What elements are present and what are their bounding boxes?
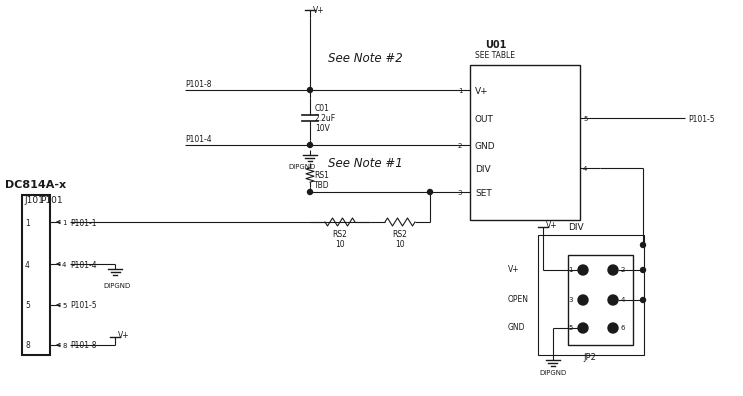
Circle shape	[308, 143, 313, 147]
Text: 5: 5	[568, 325, 573, 331]
Circle shape	[308, 88, 313, 93]
Text: GND: GND	[508, 324, 525, 333]
Text: P101-5: P101-5	[688, 114, 715, 124]
Text: 2.2uF: 2.2uF	[315, 114, 336, 122]
Text: RS2: RS2	[392, 230, 407, 238]
Text: 1: 1	[568, 267, 573, 273]
Text: 10V: 10V	[315, 124, 330, 133]
Text: P101-8: P101-8	[185, 80, 212, 88]
Text: 5: 5	[62, 303, 66, 309]
Text: 4: 4	[583, 166, 588, 172]
Text: 4: 4	[62, 262, 66, 268]
Text: 10: 10	[395, 240, 405, 249]
Text: 3: 3	[568, 297, 573, 303]
Circle shape	[640, 268, 646, 272]
Text: OUT: OUT	[475, 114, 494, 124]
Text: C01: C01	[315, 103, 330, 112]
Text: DIPGND: DIPGND	[103, 283, 130, 289]
Text: SEE TABLE: SEE TABLE	[475, 51, 515, 59]
Circle shape	[578, 295, 588, 305]
Text: DC814A-x: DC814A-x	[5, 180, 66, 190]
Text: 1: 1	[458, 88, 462, 94]
Text: 2: 2	[458, 143, 462, 149]
Text: 6: 6	[621, 325, 626, 331]
Text: 8: 8	[62, 343, 67, 349]
Circle shape	[578, 323, 588, 333]
Text: TBD: TBD	[314, 181, 330, 190]
Circle shape	[640, 297, 646, 303]
Text: V+: V+	[508, 265, 519, 274]
Text: V+: V+	[475, 86, 489, 95]
Text: 10: 10	[335, 240, 345, 249]
Text: 5: 5	[583, 116, 588, 122]
Bar	[538, 235, 644, 355]
Text: U01: U01	[485, 40, 507, 50]
Text: P101-1: P101-1	[70, 219, 97, 227]
Text: P101-4: P101-4	[70, 261, 97, 270]
Text: P101: P101	[40, 196, 62, 204]
Text: OPEN: OPEN	[508, 295, 529, 305]
Text: JP2: JP2	[583, 352, 596, 362]
Text: RS2: RS2	[333, 230, 348, 238]
Text: DIPGND: DIPGND	[288, 164, 315, 170]
Text: 4: 4	[621, 297, 626, 303]
Text: DIV: DIV	[475, 164, 490, 173]
Bar	[22, 195, 50, 355]
Text: V+: V+	[546, 221, 558, 230]
Circle shape	[640, 242, 646, 248]
Circle shape	[608, 295, 618, 305]
Text: V+: V+	[313, 6, 325, 15]
Text: SET: SET	[475, 188, 492, 198]
Text: 3: 3	[458, 190, 462, 196]
Text: P101-5: P101-5	[70, 301, 97, 310]
Text: 5: 5	[25, 301, 30, 310]
Text: J101: J101	[24, 196, 44, 204]
Text: RS1: RS1	[314, 171, 329, 179]
Text: 8: 8	[25, 341, 30, 350]
Circle shape	[608, 323, 618, 333]
Text: DIV: DIV	[568, 223, 583, 232]
Text: See Note #2: See Note #2	[328, 51, 403, 65]
Text: 2: 2	[621, 267, 626, 273]
Bar	[470, 65, 580, 220]
Bar	[568, 255, 633, 345]
Text: P101-4: P101-4	[185, 135, 212, 143]
Text: DIPGND: DIPGND	[539, 370, 566, 376]
Circle shape	[578, 265, 588, 275]
Circle shape	[427, 190, 432, 194]
Text: 1: 1	[25, 219, 30, 227]
Text: 4: 4	[25, 261, 30, 270]
Text: V+: V+	[118, 331, 129, 339]
Text: See Note #1: See Note #1	[328, 156, 403, 169]
Circle shape	[308, 190, 313, 194]
Text: P101-8: P101-8	[70, 341, 97, 350]
Text: GND: GND	[475, 141, 496, 150]
Circle shape	[608, 265, 618, 275]
Text: 1: 1	[62, 220, 67, 226]
